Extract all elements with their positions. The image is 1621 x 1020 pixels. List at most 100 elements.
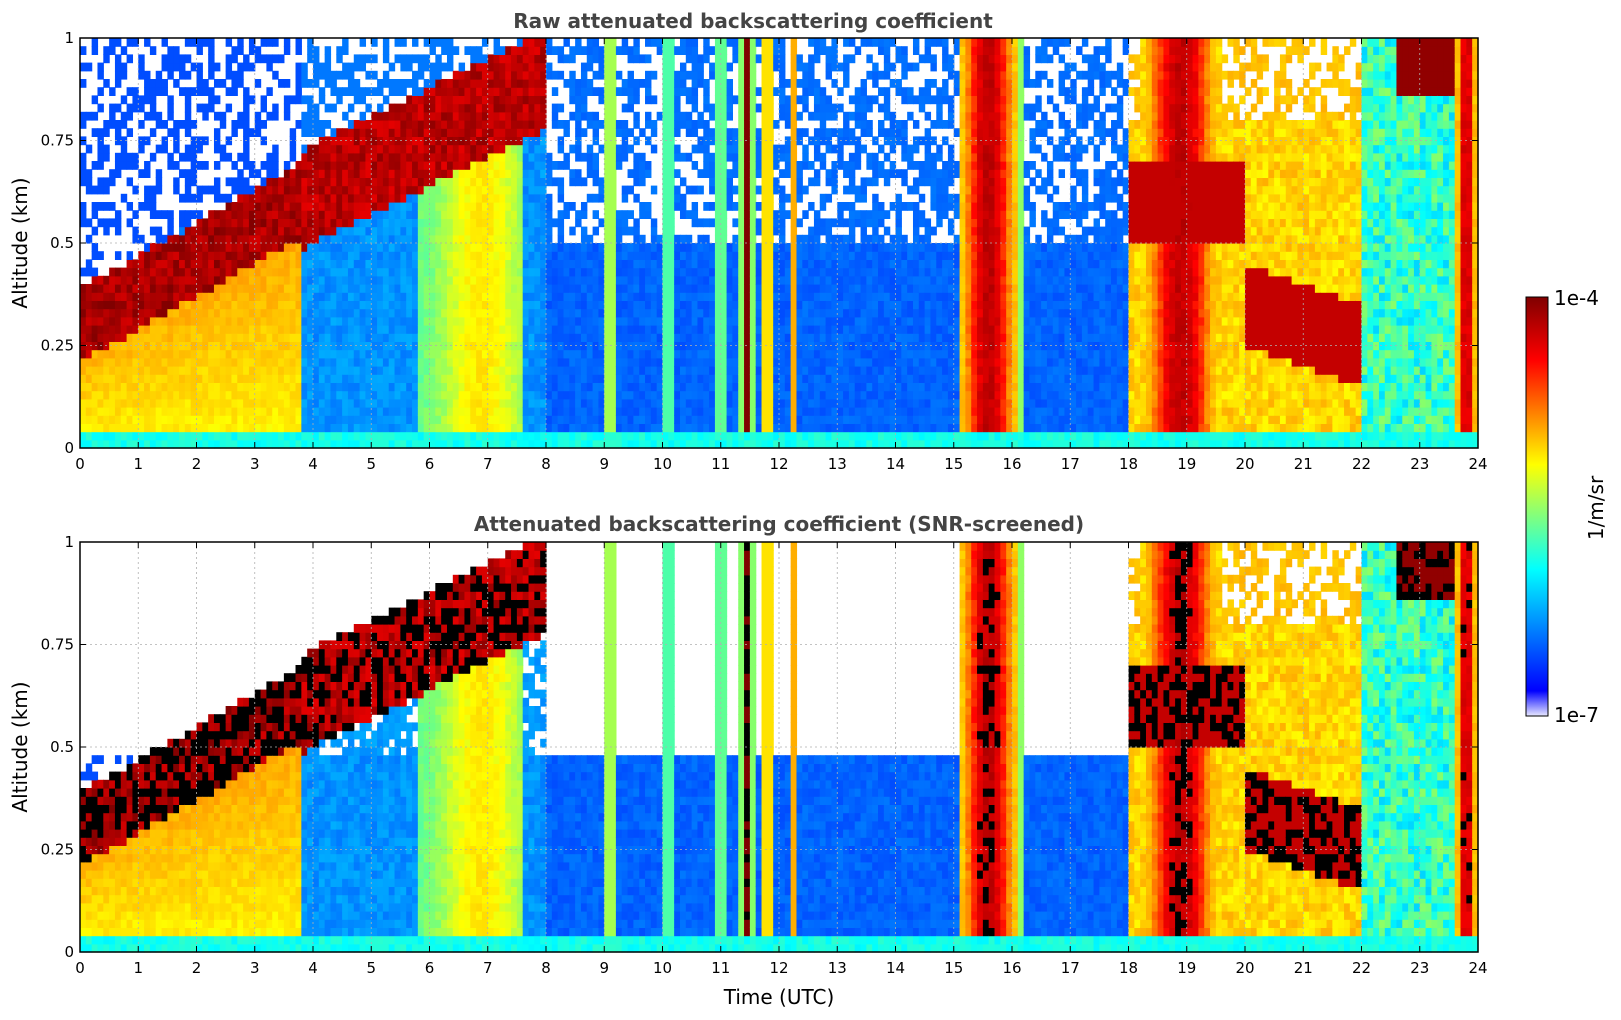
- heatmap-cell: [714, 202, 722, 211]
- heatmap-cell: [458, 251, 466, 260]
- heatmap-cell: [749, 341, 757, 351]
- heatmap-cell: [516, 120, 524, 129]
- heatmap-cell: [91, 431, 99, 441]
- heatmap-cell: [388, 120, 396, 129]
- heatmap-cell: [213, 161, 221, 170]
- heatmap-cell: [732, 275, 739, 285]
- heatmap-cell: [417, 275, 425, 285]
- heatmap-cell: [668, 111, 675, 121]
- heatmap-cell: [592, 366, 600, 375]
- heatmap-cell: [435, 87, 442, 96]
- heatmap-cell: [755, 87, 763, 96]
- heatmap-cell: [394, 349, 401, 359]
- heatmap-cell: [575, 333, 582, 342]
- heatmap-cell: [487, 62, 495, 72]
- heatmap-cell: [674, 79, 681, 88]
- heatmap-cell: [179, 374, 186, 383]
- heatmap-cell: [540, 415, 547, 424]
- heatmap-cell: [621, 333, 629, 342]
- heatmap-cell: [487, 407, 495, 416]
- heatmap-cell: [534, 243, 541, 252]
- heatmap-cell: [213, 267, 221, 277]
- heatmap-cell: [557, 366, 565, 375]
- heatmap-cell: [534, 169, 541, 178]
- heatmap-cell: [703, 144, 710, 154]
- heatmap-cell: [452, 259, 460, 269]
- heatmap-cell: [441, 316, 448, 326]
- heatmap-cell: [452, 308, 460, 318]
- heatmap-cell: [668, 415, 675, 424]
- heatmap-cell: [720, 357, 728, 367]
- heatmap-cell: [528, 54, 535, 64]
- heatmap-cell: [662, 292, 669, 301]
- heatmap-cell: [423, 95, 431, 105]
- heatmap-cell: [406, 341, 413, 351]
- heatmap-cell: [586, 46, 594, 55]
- heatmap-cell: [85, 259, 93, 269]
- heatmap-cell: [481, 62, 489, 72]
- heatmap-cell: [295, 382, 302, 392]
- heatmap-cell: [336, 218, 343, 228]
- heatmap-cell: [423, 210, 431, 219]
- heatmap-cell: [481, 275, 489, 285]
- heatmap-cell: [342, 431, 349, 441]
- heatmap-cell: [668, 357, 675, 367]
- heatmap-cell: [144, 341, 151, 351]
- heatmap-cell: [685, 390, 693, 400]
- heatmap-cell: [155, 439, 163, 449]
- heatmap-cell: [481, 218, 489, 228]
- heatmap-cell: [382, 349, 390, 359]
- heatmap-cell: [260, 210, 267, 219]
- heatmap-cell: [144, 284, 151, 293]
- heatmap-cell: [476, 284, 483, 293]
- heatmap-cell: [138, 431, 145, 441]
- heatmap-cell: [371, 308, 378, 318]
- heatmap-cell: [575, 103, 582, 113]
- heatmap-cell: [196, 161, 203, 170]
- heatmap-cell: [604, 423, 611, 433]
- heatmap-cell: [674, 275, 681, 285]
- heatmap-cell: [394, 333, 401, 342]
- heatmap-cell: [493, 357, 500, 367]
- heatmap-cell: [604, 341, 611, 351]
- heatmap-cell: [668, 275, 675, 285]
- heatmap-cell: [738, 218, 745, 228]
- heatmap-cell: [324, 390, 332, 400]
- heatmap-cell: [190, 308, 198, 318]
- heatmap-cell: [470, 325, 477, 334]
- heatmap-cell: [493, 407, 500, 416]
- heatmap-cell: [382, 390, 390, 400]
- heatmap-cell: [580, 349, 588, 359]
- heatmap-cell: [726, 325, 733, 334]
- heatmap-cell: [254, 439, 262, 449]
- heatmap-cell: [674, 292, 681, 301]
- heatmap-cell: [726, 415, 733, 424]
- heatmap-cell: [615, 357, 623, 367]
- heatmap-cell: [219, 349, 227, 359]
- heatmap-cell: [330, 316, 337, 326]
- heatmap-cell: [324, 70, 332, 80]
- heatmap-cell: [307, 308, 314, 318]
- heatmap-cell: [487, 234, 495, 244]
- heatmap-cell: [283, 390, 291, 400]
- heatmap-cell: [505, 357, 512, 367]
- heatmap-cell: [132, 308, 139, 318]
- heatmap-cell: [580, 210, 588, 219]
- heatmap-cell: [307, 333, 314, 342]
- heatmap-cell: [738, 103, 745, 113]
- heatmap-cell: [493, 390, 500, 400]
- heatmap-cell: [551, 120, 559, 129]
- heatmap-cell: [231, 46, 238, 55]
- heatmap-cell: [266, 366, 273, 375]
- heatmap-cell: [511, 161, 518, 170]
- heatmap-cell: [726, 357, 733, 367]
- heatmap-cell: [412, 79, 419, 88]
- heatmap-cell: [330, 292, 337, 301]
- heatmap-cell: [278, 267, 285, 277]
- heatmap-cell: [225, 325, 233, 334]
- heatmap-cell: [546, 226, 553, 236]
- heatmap-cell: [720, 128, 728, 137]
- heatmap-cell: [569, 292, 576, 301]
- heatmap-cell: [184, 390, 192, 400]
- heatmap-cell: [155, 275, 163, 285]
